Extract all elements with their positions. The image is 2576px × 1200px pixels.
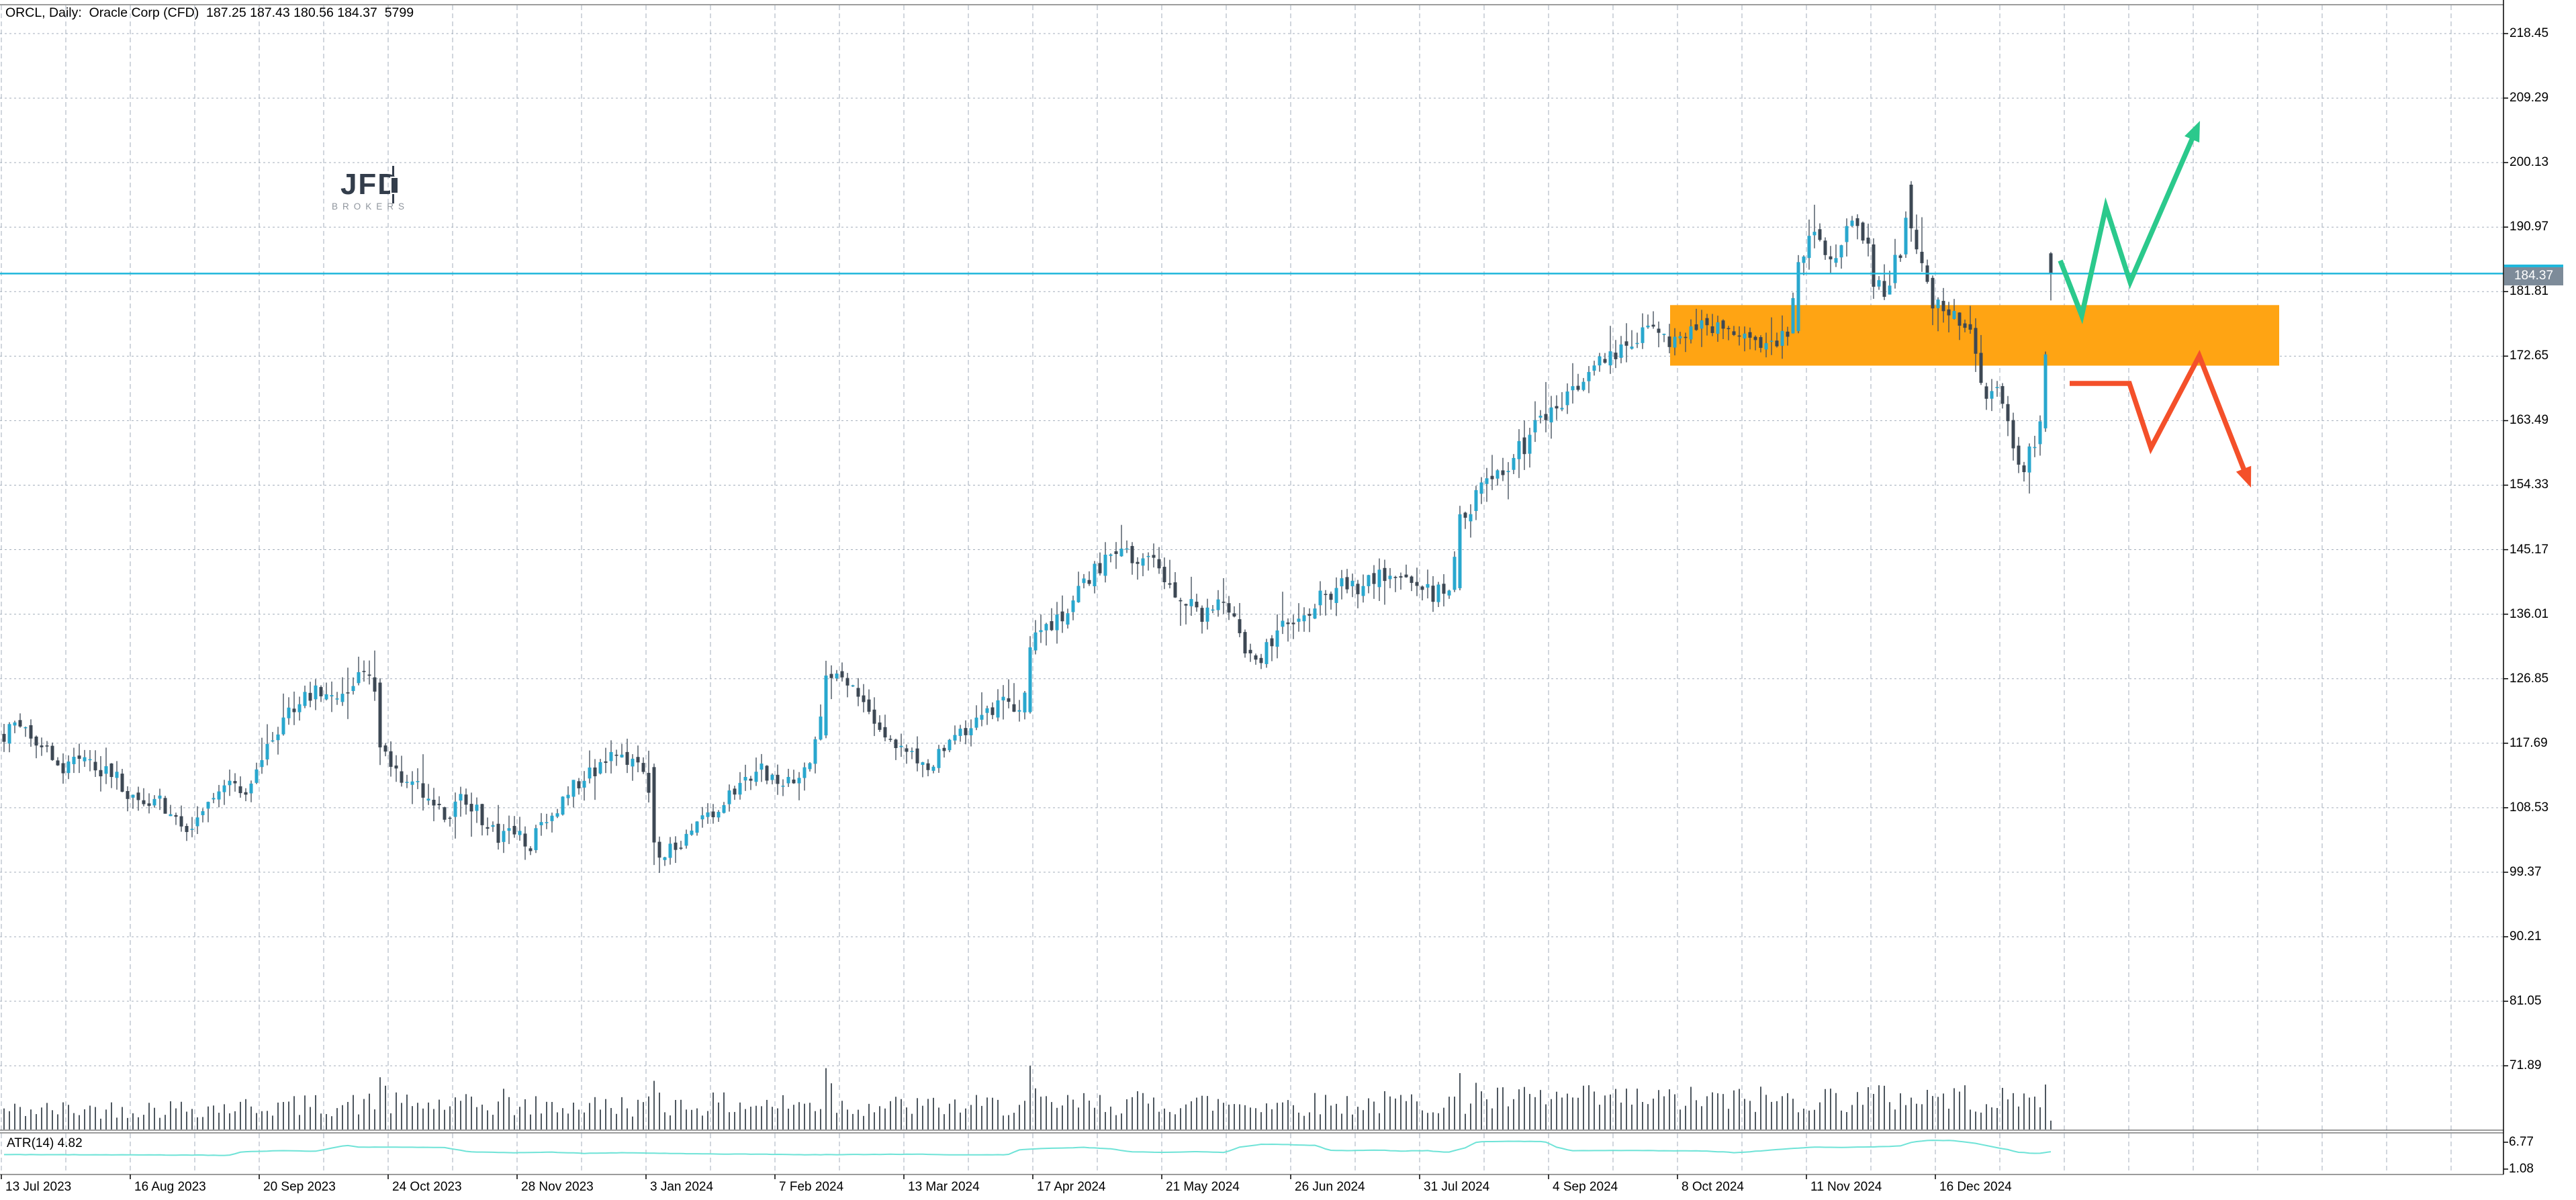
price-axis-label: 126.85	[2510, 671, 2549, 686]
time-axis-label: 13 Mar 2024	[908, 1180, 980, 1194]
time-axis-label: 8 Oct 2024	[1682, 1180, 1744, 1194]
time-axis-label: 13 Jul 2023	[5, 1180, 72, 1194]
time-axis-label: 24 Oct 2023	[392, 1180, 462, 1194]
broker-watermark: JFD BROKERS	[332, 166, 410, 212]
volume-bars	[3, 1066, 2052, 1129]
indicator-axis-label-low: 1.08	[2509, 1162, 2534, 1176]
price-axis-label: 172.65	[2510, 349, 2549, 363]
logo-candle-icon	[390, 166, 400, 203]
price-axis-label: 90.21	[2510, 929, 2542, 943]
price-axis-label: 163.49	[2510, 413, 2549, 428]
time-axis-label: 20 Sep 2023	[263, 1180, 336, 1194]
price-axis-label: 200.13	[2510, 155, 2549, 170]
time-axis-label: 21 May 2024	[1166, 1180, 1240, 1194]
time-axis-label: 28 Nov 2023	[521, 1180, 594, 1194]
price-axis-label: 190.97	[2510, 220, 2549, 234]
time-axis-label: 4 Sep 2024	[1553, 1180, 1618, 1194]
price-axis-label: 71.89	[2510, 1058, 2542, 1073]
bullish-scenario-arrow[interactable]	[2058, 121, 2200, 324]
time-axis-label: 16 Dec 2024	[1939, 1180, 2012, 1194]
indicator-label: ATR(14) 4.82	[7, 1136, 83, 1150]
current-price-tag: 184.37	[2504, 265, 2563, 286]
price-axis-label: 145.17	[2510, 542, 2549, 557]
time-axis-label: 26 Jun 2024	[1295, 1180, 1365, 1194]
price-axis-label: 117.69	[2510, 735, 2548, 750]
candlesticks	[2, 181, 2053, 873]
jfd-logo-subtext: BROKERS	[332, 201, 410, 212]
time-axis-label: 16 Aug 2023	[134, 1180, 206, 1194]
time-axis-label: 7 Feb 2024	[779, 1180, 844, 1194]
chart-title: ORCL, Daily: Oracle Corp (CFD) 187.25 18…	[5, 5, 414, 20]
time-axis-label: 17 Apr 2024	[1037, 1180, 1106, 1194]
time-axis-label: 11 Nov 2024	[1810, 1180, 1882, 1194]
jfd-logo: JFD	[332, 166, 409, 203]
grid-lines	[0, 5, 2503, 1174]
indicator-axis-label-high: 6.77	[2509, 1135, 2534, 1149]
bearish-scenario-arrow[interactable]	[2070, 350, 2252, 488]
price-axis-label: 154.33	[2510, 477, 2549, 492]
price-axis-label: 99.37	[2510, 864, 2542, 879]
price-axis-label: 108.53	[2510, 800, 2549, 815]
price-axis-label: 218.45	[2510, 26, 2549, 40]
time-axis-label: 3 Jan 2024	[650, 1180, 714, 1194]
price-axis-label: 81.05	[2510, 994, 2542, 1009]
price-axis-label: 136.01	[2510, 606, 2549, 621]
time-axis-label: 31 Jul 2024	[1424, 1180, 1490, 1194]
price-axis-label: 181.81	[2510, 284, 2549, 299]
price-axis-label: 209.29	[2510, 91, 2549, 105]
chart-frame	[0, 0, 2508, 1179]
atr-indicator-line	[4, 1140, 2052, 1156]
